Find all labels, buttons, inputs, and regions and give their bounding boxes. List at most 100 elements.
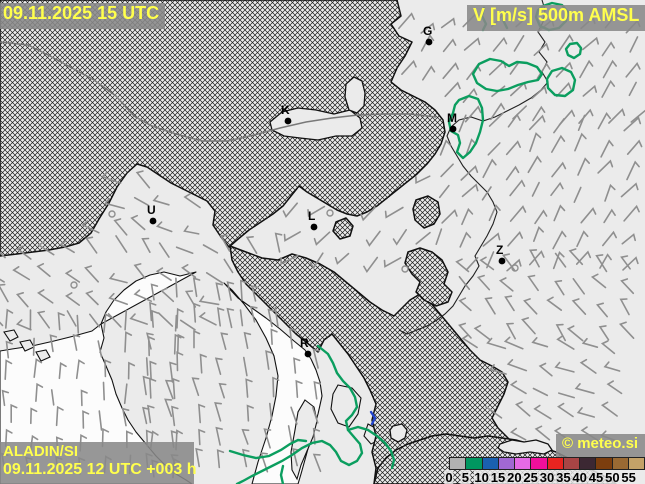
wind-barb bbox=[287, 425, 293, 444]
wind-barb bbox=[505, 322, 516, 340]
wind-barb bbox=[176, 351, 184, 372]
wind-barb bbox=[193, 329, 201, 349]
wind-barb bbox=[174, 314, 178, 332]
wind-barb bbox=[246, 404, 254, 422]
wind-barb bbox=[241, 428, 250, 445]
city-label: M bbox=[447, 111, 457, 125]
wind-barb bbox=[172, 377, 180, 400]
wind-barb bbox=[198, 428, 206, 446]
wind-barb bbox=[312, 406, 319, 424]
wind-barb bbox=[461, 334, 478, 349]
wind-barb bbox=[313, 231, 331, 246]
wind-barb bbox=[312, 427, 321, 445]
wind-barb bbox=[124, 331, 133, 353]
wind-barb bbox=[501, 253, 516, 271]
colorbar-swatch bbox=[547, 458, 564, 469]
wind-barb bbox=[442, 62, 459, 80]
wind-barb bbox=[532, 105, 546, 122]
valley-pocket bbox=[389, 423, 408, 443]
wind-barb bbox=[553, 118, 565, 134]
valley-pocket bbox=[497, 439, 553, 455]
wind-barb bbox=[415, 175, 431, 185]
wind-barb bbox=[580, 207, 597, 224]
wind-barb bbox=[36, 310, 50, 329]
colorbar-swatch bbox=[498, 458, 515, 469]
colorbar-swatch bbox=[450, 458, 467, 469]
wind-barb bbox=[579, 59, 594, 79]
wind-barb bbox=[574, 383, 595, 395]
wind-barb bbox=[16, 245, 32, 260]
wind-barb bbox=[171, 405, 179, 427]
wind-barb bbox=[195, 447, 203, 468]
wind-barb bbox=[263, 428, 272, 449]
wind-barb bbox=[146, 332, 154, 350]
wind-barb bbox=[529, 249, 540, 268]
wind-barb bbox=[123, 383, 128, 405]
wind-barb bbox=[198, 403, 206, 424]
wind-barb bbox=[484, 297, 496, 315]
wind-barb bbox=[473, 324, 491, 341]
wind-barb bbox=[620, 182, 639, 198]
wind-barb bbox=[458, 275, 471, 290]
city-label: K bbox=[281, 103, 290, 117]
border-line-gray bbox=[0, 41, 437, 142]
wind-barb bbox=[49, 334, 58, 353]
wind-barb bbox=[590, 273, 607, 289]
wind-barb bbox=[164, 398, 173, 417]
wind-barb bbox=[553, 204, 566, 222]
wind-barb bbox=[527, 274, 539, 292]
colorbar-swatch bbox=[612, 458, 629, 469]
colorbar-swatch bbox=[531, 458, 548, 469]
wind-barb bbox=[440, 163, 454, 178]
wind-barb bbox=[618, 321, 635, 339]
wind-barb bbox=[149, 301, 157, 322]
city-dot bbox=[284, 117, 292, 125]
wind-barb bbox=[465, 138, 477, 155]
wind-barb bbox=[289, 327, 297, 349]
colorbar-swatch bbox=[628, 458, 644, 469]
wind-barb bbox=[274, 306, 279, 327]
variable-text: V [m/s] 500m AMSL bbox=[473, 5, 640, 25]
wind-barb bbox=[295, 379, 303, 398]
wind-barb bbox=[133, 289, 152, 302]
wind-barb bbox=[529, 132, 542, 153]
colorbar-tick-label: 45 bbox=[587, 470, 605, 484]
wind-barb bbox=[169, 361, 177, 383]
wind-barb bbox=[76, 314, 80, 334]
wind-barb bbox=[481, 186, 492, 201]
wind-barb bbox=[82, 410, 90, 429]
wind-barb bbox=[15, 292, 29, 308]
wind-barb bbox=[505, 140, 521, 156]
wind-barb bbox=[420, 34, 435, 52]
wind-barb bbox=[243, 356, 248, 377]
wind-barb bbox=[479, 256, 495, 271]
wind-barb bbox=[568, 248, 584, 266]
wind-barb bbox=[133, 263, 146, 279]
colorbar-swatch bbox=[580, 458, 597, 469]
wind-barb bbox=[219, 234, 231, 252]
wind-barb bbox=[444, 81, 461, 98]
wind-barb bbox=[101, 171, 122, 184]
colorbar-labels: 0 5 10 15 20 25 30 35 40 45 50 55 bbox=[444, 470, 645, 484]
wind-barb bbox=[459, 231, 472, 248]
wind-barb bbox=[183, 225, 200, 235]
calm-wind-marker bbox=[401, 265, 409, 273]
wind-barb bbox=[551, 134, 566, 153]
wind-barb bbox=[243, 331, 252, 349]
wind-barb bbox=[620, 278, 635, 295]
wind-barb bbox=[571, 298, 587, 315]
wind-barb bbox=[214, 401, 222, 422]
wind-barb bbox=[214, 357, 223, 375]
wind-barb bbox=[465, 256, 479, 271]
colorbar-swatches bbox=[449, 457, 645, 470]
wind-barb bbox=[507, 231, 523, 247]
wind-barb bbox=[283, 231, 301, 242]
calm-wind-marker bbox=[70, 281, 78, 289]
wind-barb bbox=[608, 108, 626, 124]
wind-barb bbox=[626, 139, 643, 155]
wind-barb bbox=[572, 278, 585, 295]
wind-barb bbox=[5, 340, 13, 359]
wind-barb bbox=[245, 236, 258, 254]
wind-barb bbox=[455, 258, 470, 273]
wind-barb bbox=[249, 305, 258, 323]
